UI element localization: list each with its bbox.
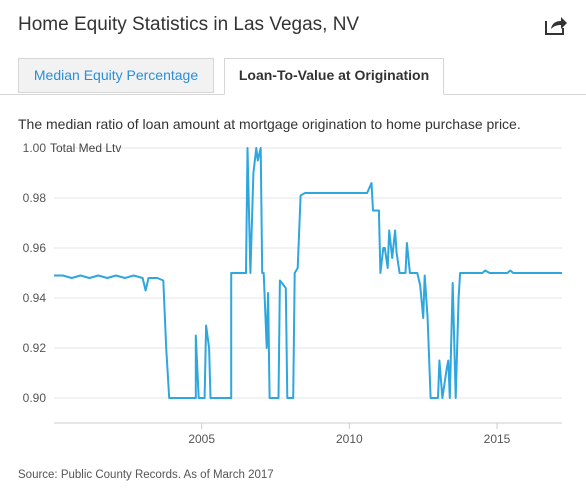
y-tick-label: 0.98 [23,191,47,205]
tab-bar: Median Equity Percentage Loan-To-Value a… [0,58,586,95]
x-tick-label: 2015 [484,432,511,446]
y-tick-label: 1.00 [23,141,47,155]
page-title: Home Equity Statistics in Las Vegas, NV [18,14,360,35]
y-tick-label: 0.96 [23,241,47,255]
tab-loan-to-value[interactable]: Loan-To-Value at Origination [224,58,444,95]
y-tick-label: 0.92 [23,341,47,355]
y-tick-label: 0.90 [23,391,47,405]
series-line [54,147,562,399]
y-tick-label: 0.94 [23,291,47,305]
chart-description: The median ratio of loan amount at mortg… [18,116,521,132]
header: Home Equity Statistics in Las Vegas, NV [18,10,568,40]
share-icon[interactable] [544,14,568,36]
x-tick-label: 2010 [336,432,363,446]
legend-label: Total Med Ltv [50,141,121,155]
tab-median-equity-percentage[interactable]: Median Equity Percentage [18,58,214,93]
ltv-line-chart: 0.90 0.92 0.94 0.96 0.98 1.00 2005 2010 2015 Tota… [23,141,562,446]
source-note: Source: Public County Records. As of Mar… [18,469,274,481]
x-tick-label: 2005 [188,432,215,446]
